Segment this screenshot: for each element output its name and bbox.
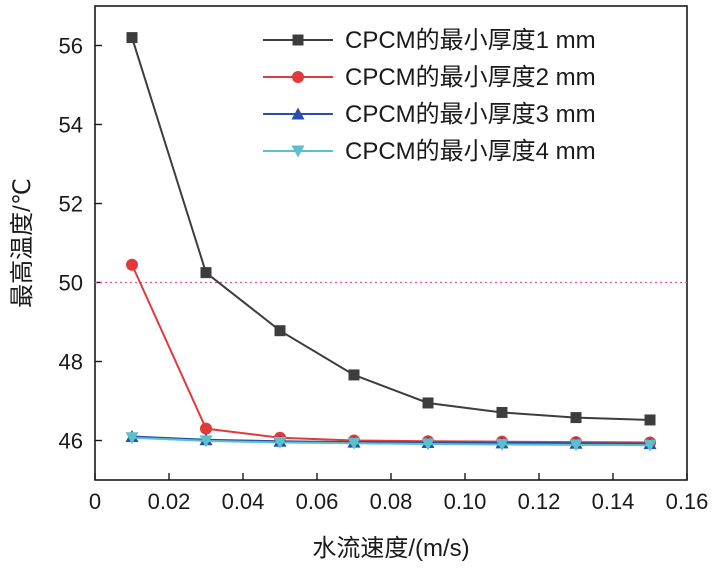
legend-label: CPCM的最小厚度4 mm — [345, 138, 596, 165]
data-point — [421, 438, 435, 451]
legend-item: CPCM的最小厚度2 mm — [263, 64, 596, 91]
legend-item: CPCM的最小厚度4 mm — [263, 138, 596, 165]
data-point — [200, 422, 212, 435]
x-tick-label: 0 — [89, 489, 101, 514]
x-tick-label: 0.12 — [518, 489, 561, 514]
data-point — [569, 439, 583, 452]
data-point — [347, 437, 361, 450]
legend-marker — [292, 34, 304, 46]
x-tick-label: 0.10 — [444, 489, 487, 514]
x-tick-label: 0.04 — [222, 489, 265, 514]
data-point — [422, 397, 434, 409]
y-tick-label: 46 — [59, 429, 83, 454]
y-tick-label: 48 — [59, 350, 83, 375]
data-point — [125, 432, 139, 445]
series-line — [131, 435, 651, 445]
series-line — [131, 37, 651, 421]
legend-label: CPCM的最小厚度2 mm — [345, 64, 596, 91]
legend-marker — [292, 71, 304, 83]
x-tick-label: 0.02 — [148, 489, 191, 514]
series-layer — [125, 32, 657, 452]
y-tick-label: 52 — [59, 192, 83, 217]
x-tick-label: 0.14 — [592, 489, 635, 514]
data-point — [274, 325, 286, 337]
x-tick-label: 0.08 — [370, 489, 413, 514]
legend-label: CPCM的最小厚度3 mm — [345, 101, 596, 128]
legend-item: CPCM的最小厚度3 mm — [263, 101, 596, 128]
data-point — [570, 412, 582, 424]
series-line — [131, 264, 651, 444]
series-line — [131, 436, 651, 447]
series-4 — [125, 432, 657, 452]
legend-item: CPCM的最小厚度1 mm — [263, 27, 596, 54]
y-tick-label: 54 — [59, 113, 83, 138]
x-axis-title: 水流速度/(m/s) — [312, 535, 469, 562]
data-point — [126, 32, 138, 44]
data-point — [643, 439, 657, 452]
y-axis-title: 最高温度/℃ — [9, 178, 36, 308]
legend-label: CPCM的最小厚度1 mm — [345, 27, 596, 54]
y-tick-label: 56 — [59, 34, 83, 59]
data-point — [200, 267, 212, 279]
data-point — [644, 414, 656, 426]
data-point — [348, 369, 360, 381]
legend-marker — [291, 107, 305, 120]
series-1 — [126, 32, 656, 426]
data-point — [496, 406, 508, 418]
data-point — [126, 258, 138, 271]
data-point — [495, 438, 509, 451]
data-point — [273, 436, 287, 449]
axes-layer: 0 0.02 0.04 0.06 0.08 0.10 0.12 0.14 0.16 46 48 50 5… — [59, 5, 709, 514]
legend-marker — [291, 145, 305, 158]
x-tick-label: 0.06 — [296, 489, 339, 514]
x-tick-label: 0.16 — [666, 489, 709, 514]
data-point — [199, 435, 213, 448]
legend: CPCM的最小厚度1 mm CPCM的最小厚度2 mm CPCM的最小厚度3 mm C… — [263, 27, 596, 165]
y-tick-label: 50 — [59, 271, 83, 296]
